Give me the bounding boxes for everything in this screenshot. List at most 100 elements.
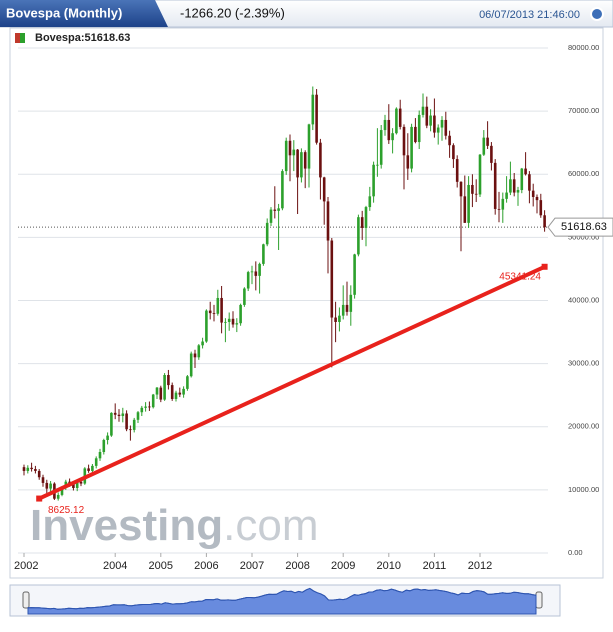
candle-body [212, 313, 216, 314]
candle-body [220, 297, 223, 323]
candle-body [440, 119, 444, 128]
candle-body [516, 190, 520, 193]
timestamp: 06/07/2013 21:46:00 [479, 9, 580, 21]
x-tick-label: 2010 [377, 560, 401, 572]
candle-body [296, 149, 299, 178]
candle-body [178, 392, 182, 395]
watermark-main: Investing [30, 501, 223, 550]
trendline-handle [36, 495, 43, 502]
candle-body [151, 394, 155, 408]
candle-body [258, 263, 261, 276]
candle-body [417, 114, 421, 143]
candle-body [224, 321, 227, 323]
candle-body [163, 374, 166, 400]
candle-body [364, 207, 368, 228]
x-tick-label: 2004 [103, 560, 127, 572]
settings-icon[interactable] [590, 7, 604, 21]
candle-body [102, 440, 106, 452]
candle-body [455, 159, 459, 182]
x-tick-label: 2002 [14, 560, 38, 572]
candle-body [117, 414, 121, 417]
candle-body [531, 190, 535, 197]
watermark: Investing.com [30, 501, 319, 550]
candle-body [136, 412, 140, 420]
candle-body [262, 244, 265, 264]
candle-body [239, 304, 242, 324]
candle-body [246, 272, 250, 289]
candle-body [34, 469, 37, 471]
candle-body [391, 133, 394, 141]
y-tick-label: 50000.00 [568, 232, 599, 241]
trendline-start-label: 8625.12 [48, 505, 85, 516]
candle-body [444, 119, 448, 136]
trendline [38, 264, 546, 501]
candle-body [345, 304, 349, 312]
candle-body [22, 467, 26, 471]
candle-body [338, 315, 341, 322]
y-tick-label: 30000.00 [568, 359, 599, 368]
candle-body [535, 196, 539, 201]
candle-body [448, 135, 451, 146]
candle-body [30, 467, 33, 470]
candle-body [79, 481, 83, 484]
candle-body [421, 106, 425, 115]
trendline-handle [541, 263, 548, 270]
candle-body [186, 376, 189, 389]
candle-body [330, 240, 334, 318]
legend-icon-up [20, 33, 25, 43]
candle-body [243, 288, 246, 305]
candle-body [26, 467, 30, 471]
candle-body [334, 317, 337, 322]
candle-body [45, 482, 49, 489]
legend-icon-down [15, 33, 20, 43]
candle-body [75, 481, 79, 488]
x-tick-label: 2008 [285, 560, 309, 572]
candle-body [414, 126, 417, 143]
candle-body [273, 209, 277, 211]
candle-body [60, 487, 64, 495]
candle-body [98, 452, 102, 459]
candle-body [121, 413, 125, 417]
y-tick-label: 40000.00 [568, 295, 599, 304]
candle-body [319, 142, 322, 178]
candle-body [170, 385, 174, 399]
candle-body [311, 94, 315, 125]
x-tick-label: 2011 [423, 560, 447, 572]
candle-body [155, 387, 159, 395]
watermark-suffix: .com [223, 501, 318, 550]
candle-body [315, 94, 318, 143]
candle-body [379, 130, 383, 165]
navigator-handle[interactable] [22, 591, 30, 609]
candle-body [383, 119, 387, 131]
candle-body [478, 154, 482, 195]
candle-body [322, 177, 326, 202]
candle-body [205, 310, 208, 342]
candle-body [113, 412, 117, 415]
candle-body [144, 406, 147, 408]
x-tick-label: 2009 [331, 560, 355, 572]
candle-body [148, 406, 151, 408]
x-tick-label: 2006 [194, 560, 218, 572]
candle-body [482, 137, 486, 155]
candle-body [429, 115, 432, 126]
candle-body [490, 145, 493, 163]
x-tick-label: 2005 [149, 560, 173, 572]
price-tag-label: 51618.63 [561, 221, 607, 233]
candle-body [497, 208, 501, 210]
x-tick-label: 2012 [468, 560, 492, 572]
candle-body [193, 353, 197, 358]
candle-body [140, 407, 144, 413]
candle-body [341, 304, 345, 316]
price-tag [547, 217, 613, 237]
navigator-handle[interactable] [535, 591, 543, 609]
candle-body [292, 149, 296, 156]
candle-body [125, 413, 128, 430]
candle-body [368, 196, 372, 208]
candle-body [463, 196, 467, 223]
candle-body [227, 318, 231, 322]
y-tick-label: 80000.00 [568, 43, 599, 52]
y-tick-label: 60000.00 [568, 169, 599, 178]
candle-body [189, 353, 193, 377]
legend-label: Bovespa:51618.63 [35, 32, 130, 44]
